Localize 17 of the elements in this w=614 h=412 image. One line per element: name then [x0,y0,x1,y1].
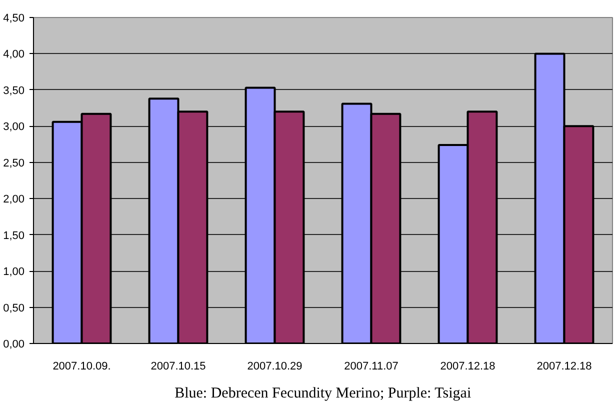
y-tick-label: 3,00 [3,121,25,134]
x-tick-label: 2007.10.09. [52,360,111,372]
y-tick-label: 4,50 [3,12,25,24]
y-tick-label: 3,50 [3,84,25,97]
y-tick-label: 4,00 [3,48,25,61]
x-tick-label: 2007.11.07 [344,360,398,372]
y-tick-label: 0,50 [3,302,25,314]
y-tick-label: 2,00 [3,194,25,206]
x-tick-label: 2007.12.18 [536,360,592,372]
y-tick-label: 0,00 [3,338,25,350]
y-tick-label: 1,00 [3,266,25,278]
x-tick-label: 2007.10.29 [247,360,302,372]
x-tick-label: 2007.12.18 [440,360,496,372]
text: Blue: Debrecen Fecundity Merino; Purple: Tsigai [174,386,472,402]
y-tick-label: 1,50 [3,230,25,242]
x-tick-label: 2007.10.15 [150,360,206,372]
y-tick-label: 2,50 [3,157,25,170]
